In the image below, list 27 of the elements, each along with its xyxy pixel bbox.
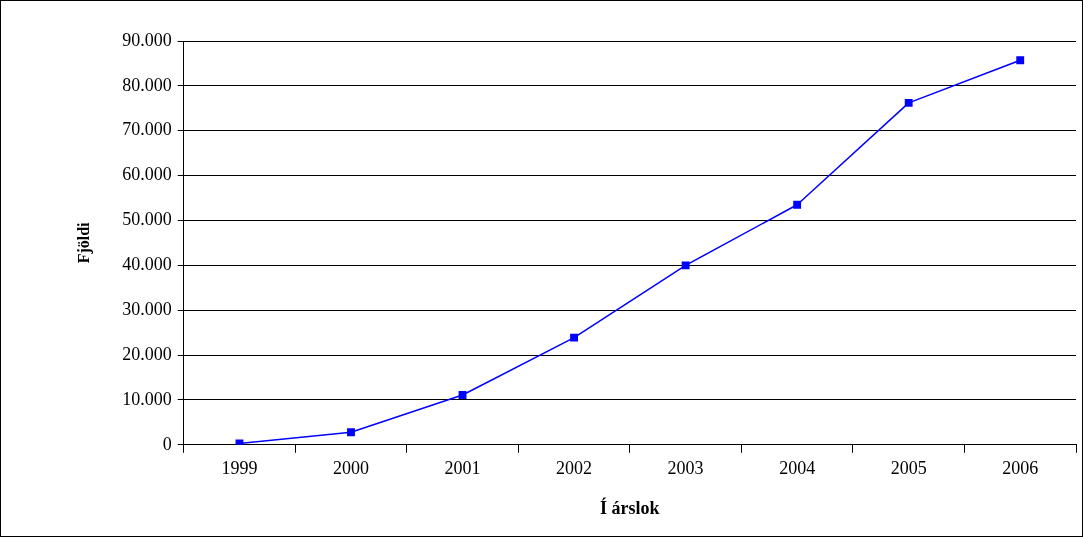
y-tick-label: 70.000 (122, 119, 172, 140)
x-tick-label: 2006 (1002, 458, 1039, 479)
x-tick-label: 2005 (890, 458, 927, 479)
point (904, 98, 913, 107)
point (793, 200, 802, 209)
y-axis-title: Fjöldi (74, 221, 93, 264)
y-tick-label: 20.000 (122, 343, 172, 364)
y-tick-label: 60.000 (122, 164, 172, 185)
y-tick-label: 90.000 (122, 29, 172, 50)
x-tick-label: 2003 (667, 458, 704, 479)
y-tick-label: 50.000 (122, 209, 172, 230)
point (458, 391, 467, 399)
y-tick-label: 10.000 (122, 388, 172, 409)
x-tick-label: 2001 (444, 458, 481, 479)
x-tick-label: 1999 (221, 458, 258, 479)
y-tick-label: 0 (162, 433, 172, 454)
point (1016, 56, 1025, 65)
x-tick-label: 2000 (333, 458, 370, 479)
point (570, 333, 579, 342)
point (347, 428, 355, 437)
x-axis-title: Í árslok (600, 496, 660, 518)
y-tick-label: 40.000 (122, 254, 172, 275)
y-tick-label: 30.000 (122, 298, 172, 319)
x-tick-label: 2004 (779, 458, 816, 479)
point (681, 261, 690, 270)
x-tick-label: 2002 (556, 458, 593, 479)
y-tick-label: 80.000 (122, 74, 172, 95)
